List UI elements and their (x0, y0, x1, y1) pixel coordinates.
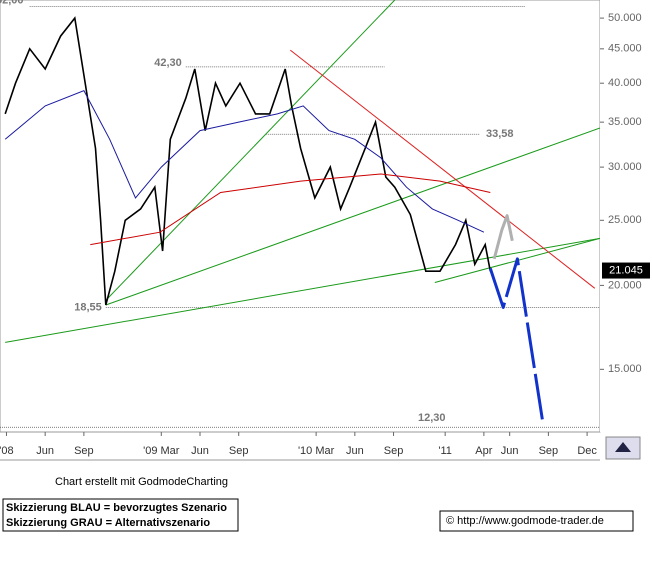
x-tick-label: Jun (36, 445, 54, 457)
level-label: 33,58 (486, 128, 514, 140)
y-tick-label: 40.000 (608, 77, 642, 89)
source: © http://www.godmode-trader.de (446, 515, 604, 527)
y-axis-area (600, 0, 652, 432)
x-tick-label: Sep (384, 445, 404, 457)
scenario-line (488, 257, 545, 426)
y-tick-label: 15.000 (608, 363, 642, 375)
series-line (4, 89, 485, 233)
x-tick-label: '08 (0, 445, 14, 457)
x-tick-label: Jun (501, 445, 519, 457)
source-box (439, 510, 634, 532)
note: Skizzierung BLAU = bevorzugtes Szenario (6, 502, 227, 514)
trend-line (5, 237, 600, 343)
note: Skizzierung GRAU = Alternativszenario (6, 517, 210, 529)
scenario-line (492, 214, 514, 260)
y-tick-label: 30.000 (608, 161, 642, 173)
series-line (90, 173, 491, 246)
y-tick-label: 50.000 (608, 12, 642, 24)
x-tick-label: Apr (475, 445, 492, 457)
trend-line (289, 49, 596, 289)
credit: Chart erstellt mit GodmodeCharting (55, 476, 228, 488)
x-tick-label: '10 Mar (298, 445, 335, 457)
x-tick-label: Jun (346, 445, 364, 457)
last-price-label: 21.045 (609, 264, 643, 276)
x-tick-label: '11 (438, 445, 452, 457)
x-tick-label: Sep (74, 445, 94, 457)
notes-box (2, 498, 239, 532)
y-tick-label: 45.000 (608, 43, 642, 55)
x-tick-label: Sep (539, 445, 559, 457)
level-label: 52,00 (0, 0, 24, 7)
x-tick-label: '09 Mar (143, 445, 180, 457)
last-price-box (602, 262, 650, 279)
plot-area (0, 0, 601, 433)
x-tick-label: Jun (191, 445, 209, 457)
x-tick-label: Dec (577, 445, 597, 457)
nav-icon (615, 442, 631, 452)
x-tick-label: Sep (229, 445, 249, 457)
trend-line (105, 127, 600, 306)
level-label: 12,30 (418, 412, 446, 424)
level-label: 42,30 (154, 57, 182, 69)
series-line (4, 16, 492, 306)
trend-line (105, 0, 396, 301)
y-tick-label: 35.000 (608, 116, 642, 128)
y-tick-label: 25.000 (608, 214, 642, 226)
y-tick-label: 20.000 (608, 279, 642, 291)
level-label: 18,55 (74, 301, 102, 313)
